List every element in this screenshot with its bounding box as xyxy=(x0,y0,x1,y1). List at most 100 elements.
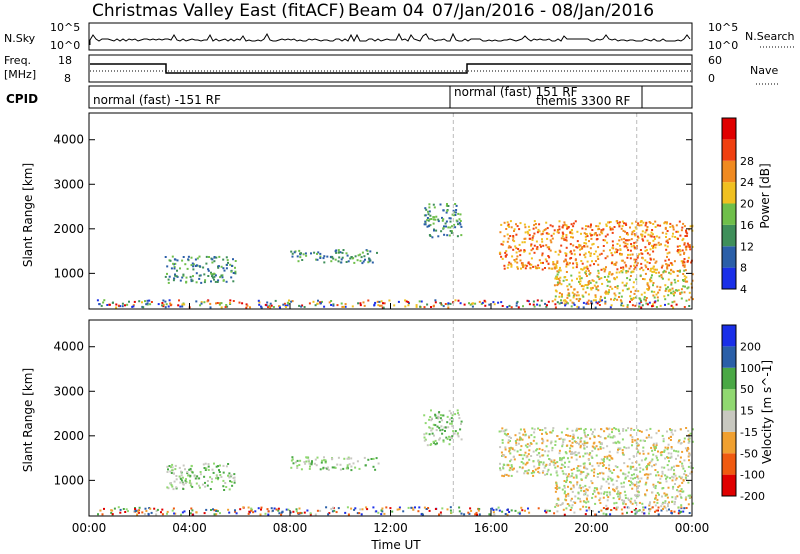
data-cell xyxy=(557,271,560,274)
data-cell xyxy=(607,475,610,478)
data-cell xyxy=(541,429,544,431)
colorbar-tick-label: -100 xyxy=(740,469,765,482)
data-cell xyxy=(506,306,509,308)
data-cell xyxy=(441,428,444,431)
data-cell xyxy=(591,229,594,231)
data-cell xyxy=(142,306,145,309)
data-cell xyxy=(506,508,509,511)
data-cell xyxy=(606,291,609,294)
data-cell xyxy=(643,235,646,238)
data-cell xyxy=(599,446,602,448)
data-cell xyxy=(333,466,336,469)
data-cell xyxy=(168,465,171,467)
data-cell xyxy=(528,252,531,255)
data-cell xyxy=(627,427,630,430)
data-cell xyxy=(620,508,623,511)
data-cell xyxy=(581,443,584,446)
data-cell xyxy=(586,445,588,448)
data-cell xyxy=(205,508,208,511)
data-cell xyxy=(655,235,658,238)
data-cell xyxy=(640,430,643,433)
data-cell xyxy=(564,299,567,302)
data-cell xyxy=(669,226,672,228)
data-cell xyxy=(144,300,146,303)
data-cell xyxy=(630,428,633,431)
data-cell xyxy=(639,467,642,470)
data-cell xyxy=(582,462,585,465)
data-cell xyxy=(183,303,186,306)
data-cell xyxy=(247,506,250,509)
data-cell xyxy=(510,226,513,229)
data-cell xyxy=(593,284,596,287)
data-cell xyxy=(189,484,192,487)
data-cell xyxy=(557,487,560,490)
y-tick-label: 4000 xyxy=(53,340,84,354)
data-cell xyxy=(451,437,453,439)
data-cell xyxy=(604,302,607,305)
data-cell xyxy=(570,229,573,232)
data-cell xyxy=(171,485,174,488)
data-cell xyxy=(583,493,585,496)
data-cell xyxy=(618,493,621,495)
data-cell xyxy=(522,433,525,436)
data-cell xyxy=(340,302,343,305)
data-cell xyxy=(460,438,463,441)
data-cell xyxy=(211,275,213,278)
data-cell xyxy=(657,224,659,227)
data-cell xyxy=(438,513,440,516)
data-cell xyxy=(643,473,646,476)
data-cell xyxy=(544,267,546,269)
data-cell xyxy=(528,237,531,240)
data-cell xyxy=(259,513,262,516)
data-cell xyxy=(624,264,627,267)
data-cell xyxy=(636,443,639,445)
data-cell xyxy=(638,305,641,308)
data-cell xyxy=(354,466,357,469)
data-cell xyxy=(291,458,294,461)
data-cell xyxy=(545,445,548,448)
data-cell xyxy=(633,264,636,267)
data-cell xyxy=(198,486,201,489)
data-cell xyxy=(667,486,670,489)
data-cell xyxy=(627,233,629,236)
data-cell xyxy=(647,268,650,271)
data-cell xyxy=(567,457,569,460)
data-cell xyxy=(586,467,589,470)
data-cell xyxy=(640,301,643,304)
data-cell xyxy=(597,434,600,437)
data-cell xyxy=(649,269,652,272)
data-cell xyxy=(630,497,633,500)
data-cell xyxy=(682,479,685,482)
data-cell xyxy=(507,263,510,266)
data-cell xyxy=(434,424,437,427)
data-cell xyxy=(526,461,529,464)
data-cell xyxy=(449,438,452,441)
data-cell xyxy=(553,266,556,269)
data-cell xyxy=(181,476,184,479)
data-cell xyxy=(199,471,202,473)
data-cell xyxy=(303,511,306,514)
data-cell xyxy=(590,234,593,237)
data-cell xyxy=(404,299,407,302)
data-cell xyxy=(178,299,180,302)
data-cell xyxy=(164,275,167,278)
data-cell xyxy=(291,456,294,459)
data-cell xyxy=(672,487,674,490)
data-cell xyxy=(551,429,554,432)
data-cell xyxy=(423,506,426,509)
data-cell xyxy=(309,512,312,515)
data-cell xyxy=(429,235,432,237)
data-cell xyxy=(680,506,683,509)
data-cell xyxy=(672,476,675,479)
data-cell xyxy=(499,252,502,255)
data-cell xyxy=(665,477,667,480)
data-cell xyxy=(427,219,430,222)
data-cell xyxy=(503,264,506,267)
data-cell xyxy=(180,474,183,477)
data-cell xyxy=(570,236,572,239)
data-cell xyxy=(599,472,601,475)
data-cell xyxy=(493,513,496,516)
data-cell xyxy=(429,416,432,418)
data-cell xyxy=(658,289,661,292)
data-cell xyxy=(673,449,675,452)
